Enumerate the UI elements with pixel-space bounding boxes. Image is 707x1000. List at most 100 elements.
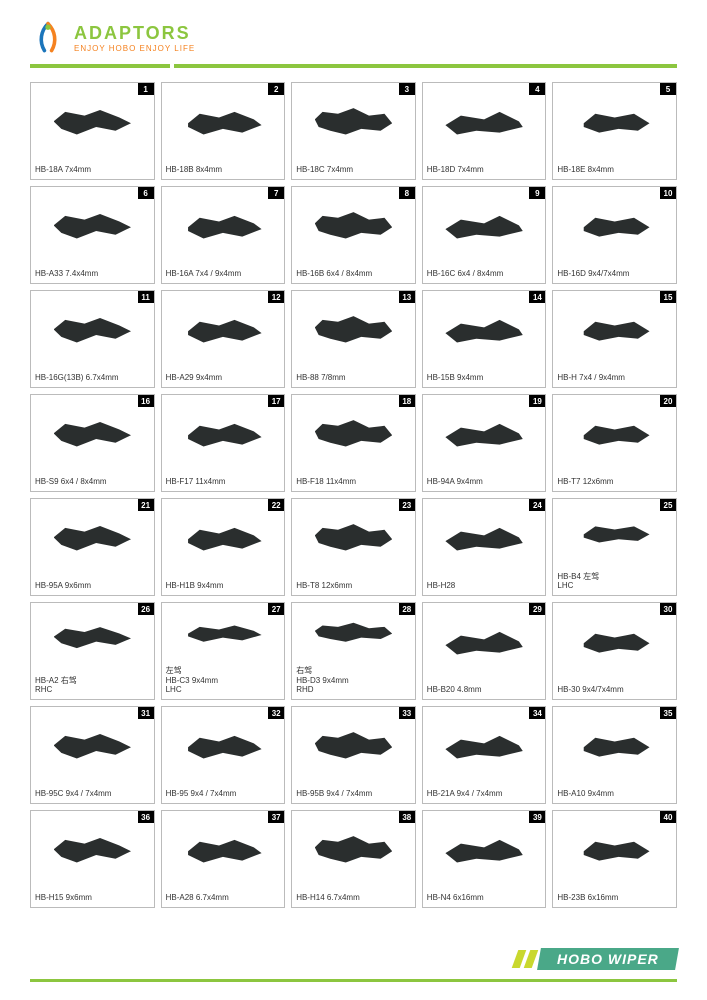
cell-number-badge: 31 xyxy=(138,707,154,719)
product-cell: 10HB-16D 9x4/7x4mm xyxy=(552,186,677,284)
product-cell: 13 HB-88 7/8mm xyxy=(291,290,416,388)
product-image-area xyxy=(162,707,285,787)
cell-number-badge: 20 xyxy=(660,395,676,407)
cell-number-badge: 35 xyxy=(660,707,676,719)
page-header: ADAPTORS ENJOY HOBO ENJOY LIFE xyxy=(30,20,677,56)
product-label: HB-H 7x4 / 9x4mm xyxy=(553,371,676,387)
adaptor-part-icon xyxy=(576,728,653,766)
product-label: HB-16C 6x4 / 8x4mm xyxy=(423,267,546,283)
adaptor-part-icon xyxy=(445,832,522,870)
product-image-area xyxy=(162,83,285,163)
product-label: HB-H14 6.7x4mm xyxy=(292,891,415,907)
product-cell: 14HB-15B 9x4mm xyxy=(422,290,547,388)
cell-number-badge: 2 xyxy=(268,83,284,95)
cell-number-badge: 21 xyxy=(138,499,154,511)
cell-number-badge: 5 xyxy=(660,83,676,95)
brand-tagline: ENJOY HOBO ENJOY LIFE xyxy=(74,44,195,53)
product-label: HB-95 9x4 / 7x4mm xyxy=(162,787,285,803)
product-label: HB-21A 9x4 / 7x4mm xyxy=(423,787,546,803)
product-label: HB-A2 右驾 RHC xyxy=(31,674,154,699)
cell-number-badge: 34 xyxy=(529,707,545,719)
product-cell: 32HB-95 9x4 / 7x4mm xyxy=(161,706,286,804)
product-grid: 1HB-18A 7x4mm2HB-18B 8x4mm3HB-18C 7x4mm4… xyxy=(30,82,677,908)
adaptor-part-icon xyxy=(54,728,131,766)
cell-number-badge: 33 xyxy=(399,707,415,719)
product-label: HB-N4 6x16mm xyxy=(423,891,546,907)
cell-number-badge: 6 xyxy=(138,187,154,199)
cell-number-badge: 13 xyxy=(399,291,415,303)
cell-number-badge: 19 xyxy=(529,395,545,407)
product-cell: 28 右驾 HB-D3 9x4mm RHD xyxy=(291,602,416,700)
adaptor-part-icon xyxy=(445,520,522,558)
product-label: 右驾 HB-D3 9x4mm RHD xyxy=(292,664,415,699)
product-image-area xyxy=(423,187,546,267)
product-cell: 6HB-A33 7.4x4mm xyxy=(30,186,155,284)
cell-number-badge: 36 xyxy=(138,811,154,823)
cell-number-badge: 18 xyxy=(399,395,415,407)
cell-number-badge: 40 xyxy=(660,811,676,823)
adaptor-part-icon xyxy=(184,620,261,647)
adaptor-part-icon xyxy=(315,728,392,766)
adaptor-part-icon xyxy=(54,520,131,558)
adaptor-part-icon xyxy=(315,312,392,350)
cell-number-badge: 3 xyxy=(399,83,415,95)
cell-number-badge: 7 xyxy=(268,187,284,199)
product-image-area xyxy=(423,395,546,475)
cell-number-badge: 22 xyxy=(268,499,284,511)
cell-number-badge: 39 xyxy=(529,811,545,823)
cell-number-badge: 4 xyxy=(529,83,545,95)
product-image-area xyxy=(292,603,415,664)
cell-number-badge: 14 xyxy=(529,291,545,303)
product-label: HB-23B 6x16mm xyxy=(553,891,676,907)
cell-number-badge: 28 xyxy=(399,603,415,615)
product-image-area xyxy=(31,291,154,371)
product-cell: 16HB-S9 6x4 / 8x4mm xyxy=(30,394,155,492)
adaptor-part-icon xyxy=(54,416,131,454)
divider-segment xyxy=(30,64,170,68)
adaptor-part-icon xyxy=(576,518,653,550)
product-image-area xyxy=(162,291,285,371)
product-image-area xyxy=(423,603,546,683)
cell-number-badge: 1 xyxy=(138,83,154,95)
brand-logo-icon xyxy=(30,20,66,56)
adaptor-part-icon xyxy=(576,624,653,662)
product-label: HB-94A 9x4mm xyxy=(423,475,546,491)
product-image-area xyxy=(292,707,415,787)
product-cell: 17HB-F17 11x4mm xyxy=(161,394,286,492)
cell-number-badge: 29 xyxy=(529,603,545,615)
product-cell: 12 HB-A29 9x4mm xyxy=(161,290,286,388)
product-image-area xyxy=(31,811,154,891)
adaptor-part-icon xyxy=(54,622,131,654)
product-image-area xyxy=(292,291,415,371)
product-cell: 18 HB-F18 11x4mm xyxy=(291,394,416,492)
product-label: HB-16A 7x4 / 9x4mm xyxy=(162,267,285,283)
adaptor-part-icon xyxy=(315,832,392,870)
product-label: HB-16B 6x4 / 8x4mm xyxy=(292,267,415,283)
product-label: HB-A29 9x4mm xyxy=(162,371,285,387)
product-image-area xyxy=(553,603,676,683)
adaptor-part-icon xyxy=(54,104,131,142)
adaptor-part-icon xyxy=(576,416,653,454)
product-label: HB-16G(13B) 6.7x4mm xyxy=(31,371,154,387)
footer-badge: HOBO WIPER xyxy=(537,948,679,970)
product-label: HB-F18 11x4mm xyxy=(292,475,415,491)
cell-number-badge: 24 xyxy=(529,499,545,511)
product-cell: 37HB-A28 6.7x4mm xyxy=(161,810,286,908)
header-text: ADAPTORS ENJOY HOBO ENJOY LIFE xyxy=(74,23,195,53)
adaptor-part-icon xyxy=(576,208,653,246)
adaptor-part-icon xyxy=(445,416,522,454)
product-label: HB-88 7/8mm xyxy=(292,371,415,387)
product-cell: 21HB-95A 9x6mm xyxy=(30,498,155,596)
product-image-area xyxy=(553,499,676,570)
cell-number-badge: 23 xyxy=(399,499,415,511)
product-cell: 38HB-H14 6.7x4mm xyxy=(291,810,416,908)
product-image-area xyxy=(31,707,154,787)
product-image-area xyxy=(423,499,546,579)
cell-number-badge: 9 xyxy=(529,187,545,199)
cell-number-badge: 12 xyxy=(268,291,284,303)
adaptor-part-icon xyxy=(54,208,131,246)
adaptor-part-icon xyxy=(576,104,653,142)
product-image-area xyxy=(31,395,154,475)
product-cell: 24HB-H28 xyxy=(422,498,547,596)
product-label: HB-S9 6x4 / 8x4mm xyxy=(31,475,154,491)
